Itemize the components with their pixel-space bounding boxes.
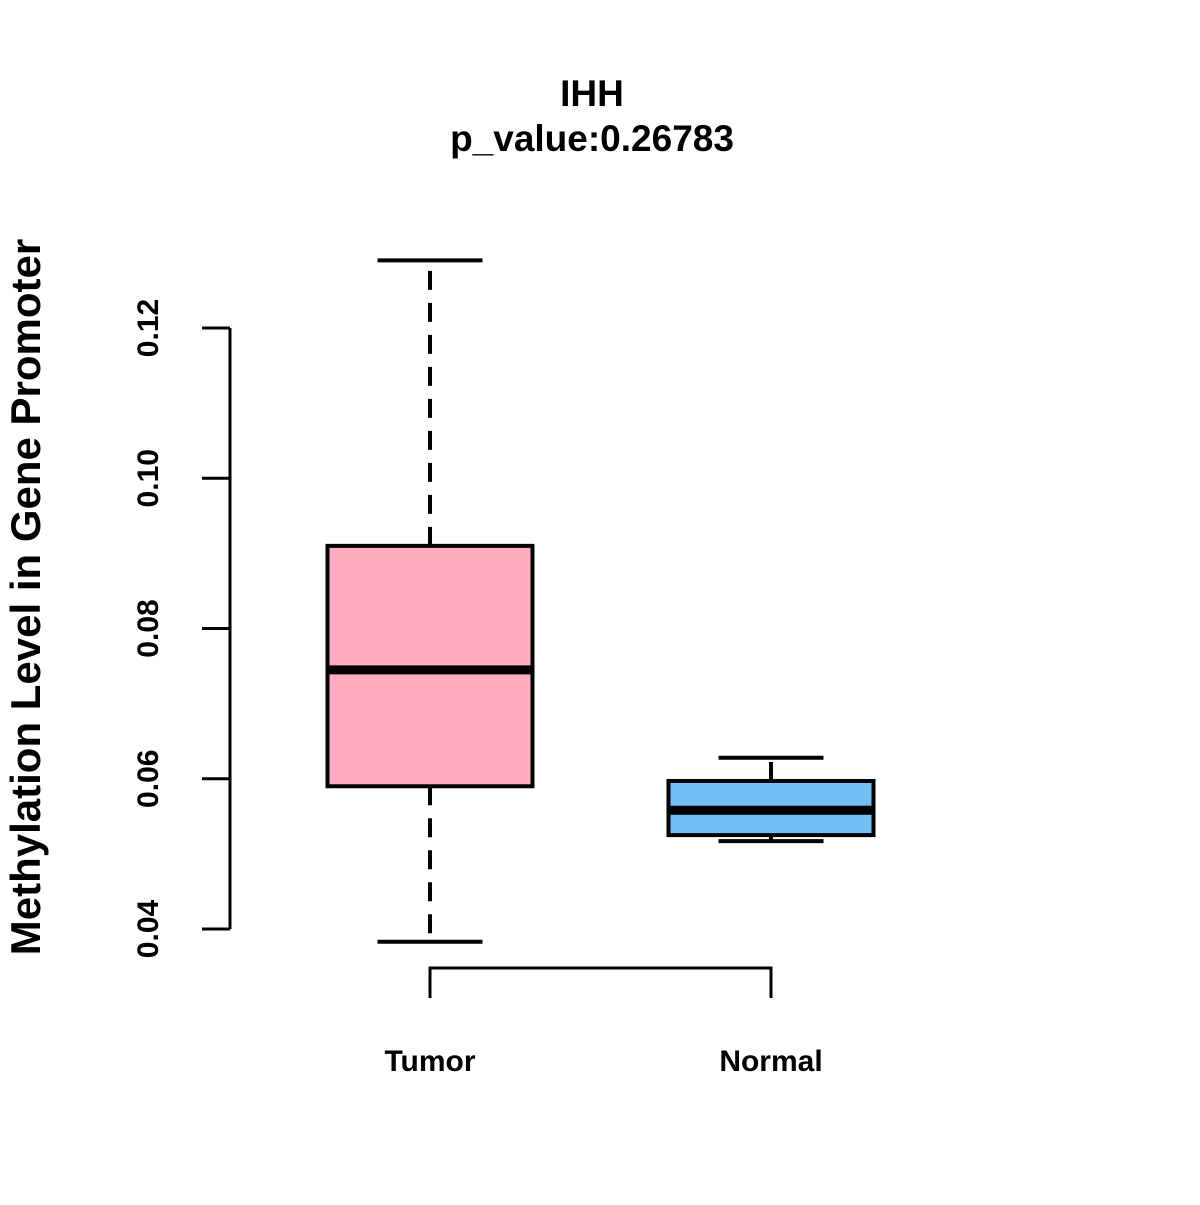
y-tick-label-0.08: 0.08: [132, 599, 165, 657]
y-tick-label-0.10: 0.10: [132, 449, 165, 507]
x-axis-bracket: [428, 966, 773, 998]
x-category-label-normal: Normal: [719, 1045, 822, 1078]
y-axis-label: Methylation Level in Gene Promoter: [2, 239, 49, 955]
y-tick-label-0.06: 0.06: [132, 750, 165, 808]
chart-title: IHH: [560, 73, 624, 114]
y-tick-label-0.12: 0.12: [132, 299, 165, 357]
x-category-label-tumor: Tumor: [384, 1045, 475, 1078]
y-tick-label-0.04: 0.04: [132, 899, 165, 958]
chart-subtitle-pvalue: p_value:0.26783: [450, 118, 734, 159]
